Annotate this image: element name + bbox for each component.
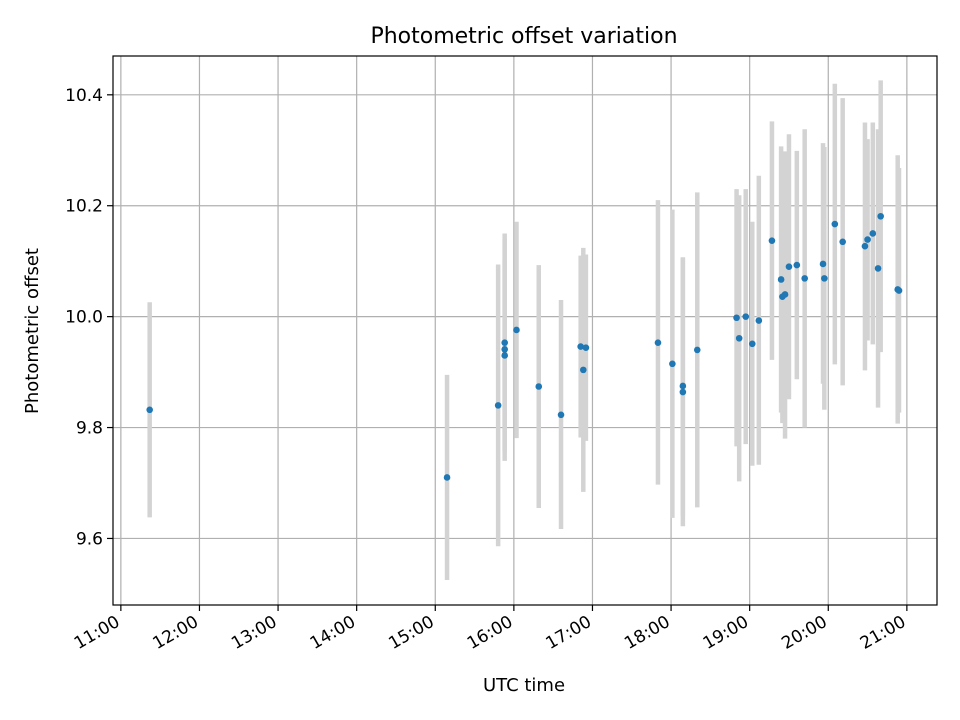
data-point [679, 382, 687, 390]
data-point [501, 346, 508, 353]
data-point [801, 275, 808, 282]
y-axis-label: Photometric offset [22, 248, 43, 414]
data-point [669, 360, 676, 368]
data-point [777, 276, 785, 283]
y-tick-label: 10.0 [65, 308, 103, 328]
data-point [733, 314, 740, 322]
data-point [839, 238, 846, 246]
data-point [494, 402, 502, 409]
data-point [693, 346, 701, 354]
data-point [874, 265, 882, 272]
data-point [146, 406, 153, 414]
data-point [579, 366, 587, 374]
data-point [895, 287, 903, 294]
data-point [742, 313, 750, 320]
data-point [735, 334, 743, 342]
y-tick-label: 10.4 [65, 86, 103, 106]
x-axis-label: UTC time [483, 675, 565, 696]
y-tick-label: 9.6 [76, 529, 103, 549]
data-point [793, 261, 801, 269]
y-tick-label: 10.2 [65, 197, 103, 217]
data-point [755, 317, 763, 324]
data-point [654, 339, 662, 347]
data-point [877, 212, 884, 220]
data-point [501, 352, 508, 359]
data-point [557, 411, 565, 419]
data-point [861, 242, 869, 250]
data-point [582, 344, 590, 351]
data-point [864, 236, 871, 243]
data-point [869, 230, 877, 237]
plot-frame [112, 55, 938, 606]
data-point [535, 383, 543, 390]
data-point [679, 388, 687, 396]
data-point [748, 340, 756, 348]
data-points [146, 212, 903, 481]
data-point [819, 260, 827, 268]
data-point [831, 220, 839, 228]
data-point [577, 343, 584, 350]
chart-title: Photometric offset variation [370, 24, 677, 49]
data-point [821, 275, 828, 282]
data-point [443, 474, 451, 481]
data-point [501, 339, 508, 347]
data-point [781, 291, 789, 298]
data-point [513, 326, 520, 334]
data-point [785, 263, 793, 271]
y-tick-label: 9.8 [76, 419, 103, 439]
y-axis-ticks: 9.6 9.8 10.0 10.2 10.4 [65, 86, 113, 549]
data-point [768, 237, 776, 244]
